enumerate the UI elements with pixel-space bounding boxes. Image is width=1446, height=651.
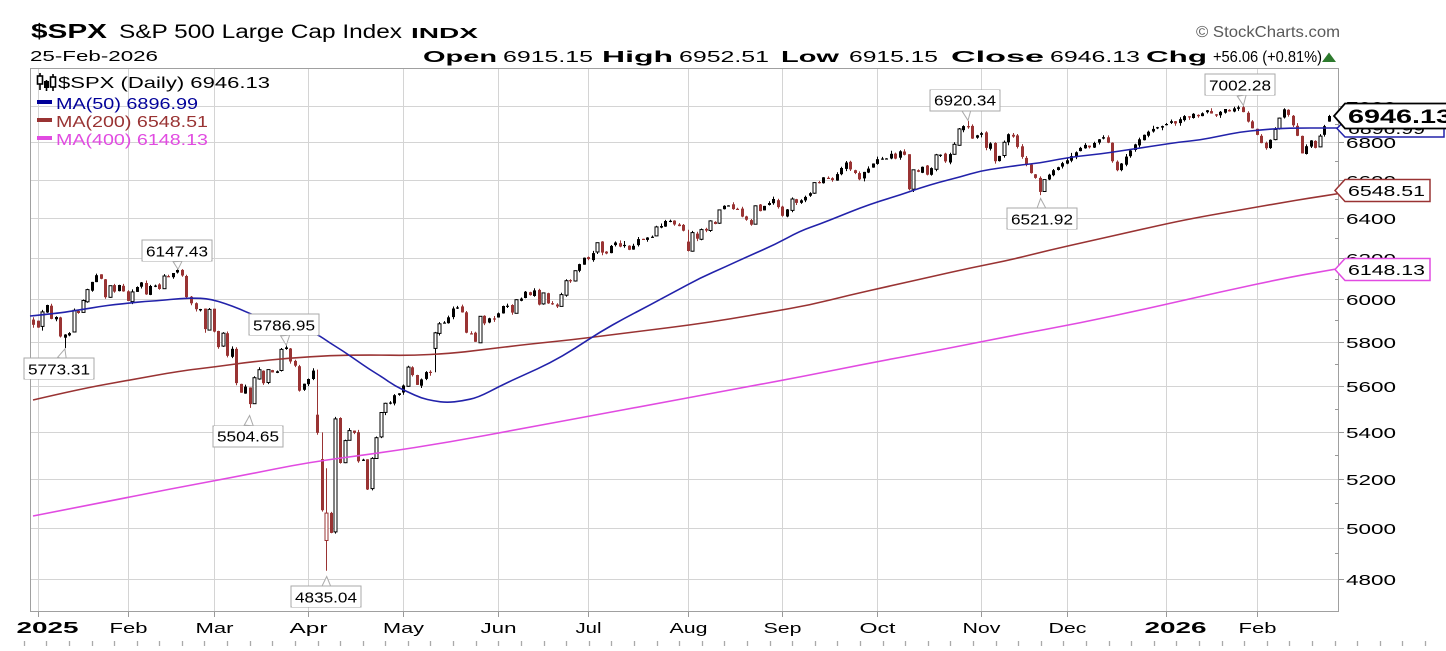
svg-text:6915.15: 6915.15 [503,49,593,66]
svg-text:6800: 6800 [1346,135,1396,152]
svg-text:6920.34: 6920.34 [934,93,996,110]
svg-text:6915.15: 6915.15 [849,49,938,66]
svg-text:+56.06 (+0.81%): +56.06 (+0.81%) [1213,49,1322,66]
svg-text:4800: 4800 [1346,572,1396,589]
svg-text:5600: 5600 [1346,379,1396,396]
svg-text:5400: 5400 [1346,425,1396,442]
svg-text:Nov: Nov [963,620,1002,637]
svg-text:$SPX (Daily) 6946.13: $SPX (Daily) 6946.13 [58,75,270,92]
svg-text:2026: 2026 [1145,620,1207,637]
svg-text:Sep: Sep [764,620,802,637]
svg-text:S&P 500 Large Cap Index: S&P 500 Large Cap Index [119,22,403,43]
svg-text:6952.51: 6952.51 [679,49,769,66]
svg-text:5800: 5800 [1346,335,1396,352]
svg-text:Jun: Jun [481,620,517,637]
svg-text:5773.31: 5773.31 [28,362,90,379]
svg-text:6000: 6000 [1346,292,1396,309]
svg-text:Apr: Apr [290,620,328,637]
svg-text:Feb: Feb [1239,620,1277,637]
svg-text:5000: 5000 [1346,521,1396,538]
svg-text:5504.65: 5504.65 [217,429,279,446]
svg-text:Oct: Oct [860,620,897,637]
svg-text:Close: Close [951,49,1044,66]
svg-text:6148.13: 6148.13 [1348,262,1425,279]
svg-text:$SPX: $SPX [31,21,108,43]
svg-text:4835.04: 4835.04 [295,590,357,607]
svg-text:MA(200) 6548.51: MA(200) 6548.51 [56,114,208,131]
svg-text:High: High [602,49,673,66]
svg-text:Jul: Jul [576,620,602,637]
svg-text:INDX: INDX [411,25,478,42]
svg-text:6400: 6400 [1346,211,1396,228]
svg-text:25-Feb-2026: 25-Feb-2026 [30,48,158,65]
svg-text:Open: Open [423,49,497,66]
svg-text:MA(400) 6148.13: MA(400) 6148.13 [56,132,208,149]
svg-text:© StockCharts.com: © StockCharts.com [1196,24,1340,41]
svg-text:6946.13: 6946.13 [1348,107,1446,128]
svg-text:MA(50) 6896.99: MA(50) 6896.99 [56,96,198,113]
svg-text:Dec: Dec [1049,620,1088,637]
svg-text:Low: Low [781,49,840,66]
svg-text:May: May [383,620,425,637]
svg-text:5200: 5200 [1346,472,1396,489]
svg-text:Feb: Feb [110,620,148,637]
svg-text:6548.51: 6548.51 [1348,183,1425,200]
svg-text:Mar: Mar [196,620,234,637]
svg-text:2025: 2025 [17,620,79,637]
svg-text:Aug: Aug [670,620,708,637]
svg-text:Chg: Chg [1146,49,1207,66]
svg-text:7002.28: 7002.28 [1209,78,1271,95]
svg-text:5786.95: 5786.95 [253,318,315,335]
svg-text:6946.13: 6946.13 [1050,49,1140,66]
svg-text:6521.92: 6521.92 [1011,212,1073,229]
svg-text:6147.43: 6147.43 [146,244,208,261]
